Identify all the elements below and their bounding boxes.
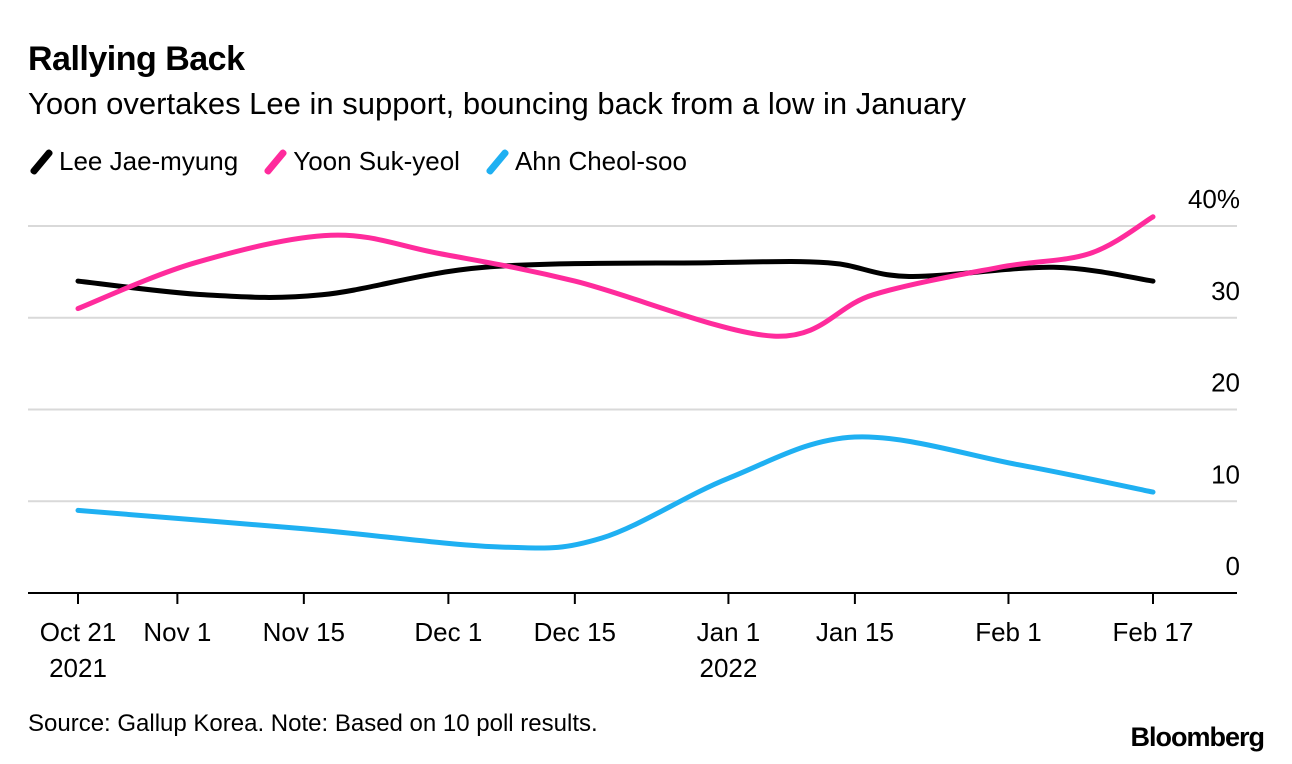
legend-label-yoon: Yoon Suk-yeol [293, 146, 460, 176]
y-tick-label-20: 20 [1211, 368, 1240, 398]
x-tick-label-3: Dec 1 [414, 617, 482, 647]
legend-item-lee: Lee Jae-myung [28, 146, 238, 177]
x-tick-label-6: Jan 15 [816, 617, 894, 647]
series-line-lee [75, 258, 1156, 300]
series-line-ahn [75, 434, 1156, 551]
y-tick-label-30: 30 [1211, 276, 1240, 306]
x-tick-label-4: Dec 15 [534, 617, 616, 647]
x-tick-label-0: Oct 21 [40, 617, 117, 647]
x-tick-label-2: Nov 15 [263, 617, 345, 647]
x-tick-sublabel-0: 2021 [49, 653, 107, 683]
bloomberg-logo: Bloomberg [1130, 722, 1265, 752]
legend-label-ahn: Ahn Cheol-soo [514, 146, 687, 176]
x-tick-label-8: Feb 17 [1113, 617, 1194, 647]
y-tick-label-40: 40% [1188, 184, 1240, 214]
source-note: Source: Gallup Korea. Note: Based on 10 … [28, 710, 598, 737]
chart-subtitle: Yoon overtakes Lee in support, bouncing … [28, 86, 967, 121]
legend: Lee Jae-myung Yoon Suk-yeol Ahn Cheol-so… [28, 146, 711, 177]
x-tick-label-5: Jan 1 [697, 617, 761, 647]
chart-title: Rallying Back [28, 40, 245, 78]
legend-item-ahn: Ahn Cheol-soo [484, 146, 687, 177]
series-line-yoon [75, 214, 1156, 339]
y-tick-label-0: 0 [1226, 551, 1240, 581]
legend-item-yoon: Yoon Suk-yeol [262, 146, 460, 177]
x-tick-label-1: Nov 1 [143, 617, 211, 647]
y-tick-label-10: 10 [1211, 459, 1240, 489]
x-tick-sublabel-5: 2022 [699, 653, 757, 683]
legend-label-lee: Lee Jae-myung [59, 146, 239, 176]
x-tick-label-7: Feb 1 [975, 617, 1042, 647]
